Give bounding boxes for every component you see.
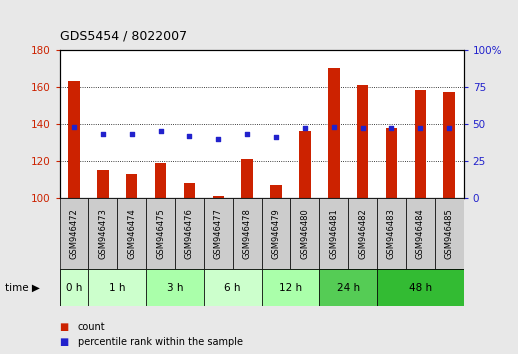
Text: GDS5454 / 8022007: GDS5454 / 8022007 <box>60 29 186 42</box>
Bar <box>443 92 455 198</box>
Text: GSM946480: GSM946480 <box>300 208 309 259</box>
Bar <box>68 81 80 198</box>
Text: GSM946475: GSM946475 <box>156 208 165 259</box>
Bar <box>175 198 204 269</box>
Point <box>358 126 367 131</box>
Point <box>329 124 338 130</box>
Bar <box>89 198 117 269</box>
Bar <box>146 269 204 306</box>
Text: 48 h: 48 h <box>409 282 432 293</box>
Point <box>301 126 309 131</box>
Point <box>156 129 165 134</box>
Bar <box>270 185 282 198</box>
Text: GSM946476: GSM946476 <box>185 208 194 259</box>
Text: GSM946478: GSM946478 <box>242 208 252 259</box>
Text: GSM946472: GSM946472 <box>69 208 79 259</box>
Bar <box>435 198 464 269</box>
Point <box>214 136 222 142</box>
Text: count: count <box>78 322 105 332</box>
Bar <box>414 91 426 198</box>
Bar <box>357 85 368 198</box>
Text: GSM946483: GSM946483 <box>387 208 396 259</box>
Bar <box>299 131 311 198</box>
Bar <box>406 198 435 269</box>
Text: GSM946485: GSM946485 <box>444 208 454 259</box>
Bar <box>262 198 291 269</box>
Bar <box>60 269 89 306</box>
Bar <box>155 163 166 198</box>
Point <box>416 126 424 131</box>
Text: ■: ■ <box>60 322 69 332</box>
Text: 0 h: 0 h <box>66 282 82 293</box>
Bar <box>212 196 224 198</box>
Bar <box>348 198 377 269</box>
Text: 12 h: 12 h <box>279 282 302 293</box>
Text: ■: ■ <box>60 337 69 347</box>
Bar <box>126 174 137 198</box>
Bar <box>89 269 146 306</box>
Bar <box>328 68 339 198</box>
Text: GSM946484: GSM946484 <box>416 208 425 259</box>
Bar <box>319 269 377 306</box>
Text: 24 h: 24 h <box>337 282 359 293</box>
Bar <box>319 198 348 269</box>
Text: GSM946482: GSM946482 <box>358 208 367 259</box>
Point <box>70 124 78 130</box>
Point <box>185 133 194 139</box>
Text: 1 h: 1 h <box>109 282 125 293</box>
Point <box>243 131 251 137</box>
Bar <box>262 269 319 306</box>
Bar <box>377 269 464 306</box>
Bar <box>204 269 262 306</box>
Point <box>445 126 453 131</box>
Point <box>272 135 280 140</box>
Bar <box>386 128 397 198</box>
Bar <box>241 159 253 198</box>
Bar <box>117 198 146 269</box>
Text: time ▶: time ▶ <box>5 282 40 293</box>
Bar <box>146 198 175 269</box>
Point <box>127 131 136 137</box>
Text: GSM946473: GSM946473 <box>98 208 107 259</box>
Text: GSM946481: GSM946481 <box>329 208 338 259</box>
Bar <box>204 198 233 269</box>
Bar <box>97 170 109 198</box>
Point <box>387 126 396 131</box>
Bar <box>291 198 319 269</box>
Bar <box>184 183 195 198</box>
Text: GSM946474: GSM946474 <box>127 208 136 259</box>
Bar <box>60 198 89 269</box>
Bar <box>377 198 406 269</box>
Bar <box>233 198 262 269</box>
Text: 3 h: 3 h <box>167 282 183 293</box>
Text: GSM946479: GSM946479 <box>271 208 281 259</box>
Text: 6 h: 6 h <box>224 282 241 293</box>
Text: percentile rank within the sample: percentile rank within the sample <box>78 337 243 347</box>
Point <box>99 131 107 137</box>
Text: GSM946477: GSM946477 <box>214 208 223 259</box>
